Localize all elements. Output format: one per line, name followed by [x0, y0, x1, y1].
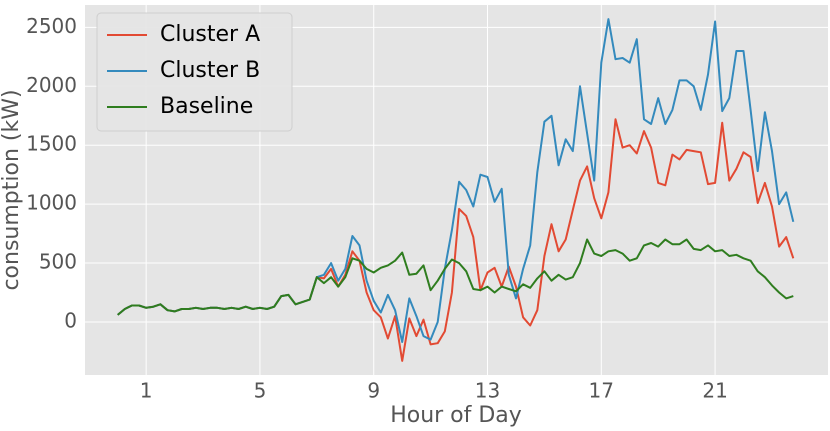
y-axis-label: consumption (kW) — [0, 89, 24, 290]
legend-label: Baseline — [160, 94, 253, 119]
x-tick-label: 13 — [475, 379, 500, 403]
y-tick-label: 1500 — [26, 132, 77, 156]
x-tick-label: 17 — [589, 379, 614, 403]
legend-label: Cluster A — [160, 22, 260, 47]
x-tick-label: 9 — [367, 379, 380, 403]
legend-label: Cluster B — [160, 58, 260, 83]
x-tick-label: 1 — [140, 379, 153, 403]
series-line — [117, 238, 794, 316]
y-tick-label: 2500 — [26, 14, 77, 38]
y-tick-label: 500 — [39, 250, 77, 274]
legend-box — [96, 12, 293, 132]
x-axis-label: Hour of Day — [390, 403, 522, 428]
y-tick-label: 0 — [64, 308, 77, 332]
legend: Cluster A Cluster B Baseline — [96, 12, 293, 132]
x-tick-label: 5 — [254, 379, 267, 403]
y-tick-label: 1000 — [26, 191, 77, 215]
x-tick-label: 21 — [702, 379, 727, 403]
lines — [117, 18, 795, 362]
y-tick-label: 2000 — [26, 73, 77, 97]
